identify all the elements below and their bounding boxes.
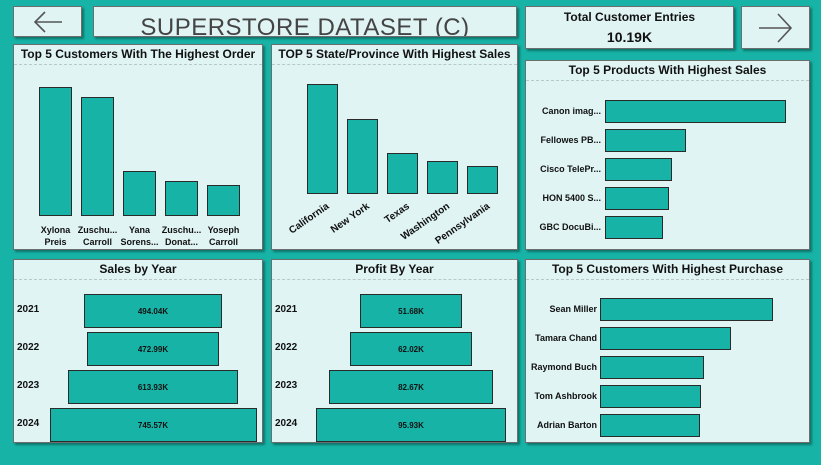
panel-top-states-sales: TOP 5 State/Province With Highest Sales … [271,44,518,250]
chart-title: TOP 5 State/Province With Highest Sales [272,45,517,65]
title-bar: SUPERSTORE DATASET (C) [93,6,517,37]
page-title: SUPERSTORE DATASET (C) [140,13,470,37]
chart-title: Profit By Year [272,260,517,280]
x-tick-label: Zuschu... Donat... [161,225,202,247]
x-tick-label: Yana Sorens... [120,225,159,247]
bar: 95.93K [316,408,506,442]
bar [165,181,198,216]
y-tick-label: 2024 [17,418,40,429]
x-tick-label: Yoseph Carroll [207,225,240,247]
kpi-label: Total Customer Entries [563,10,696,24]
y-tick-label: 2024 [275,418,298,429]
bar [81,97,114,216]
bar [600,356,705,379]
x-tick-label: California [287,200,332,237]
bar [605,216,664,239]
chart-area: 2021 51.68K 2022 62.02K 2023 82.67K 2024 95.93K [272,260,519,444]
chart-area: 2021 494.04K 2022 472.99K 2023 613.93K 2024 745… [14,260,264,444]
bar [387,153,418,194]
bar [347,119,378,194]
bar [39,86,72,216]
bar [605,158,672,181]
bar [605,129,686,152]
y-tick-label: 2022 [17,342,40,353]
bar [307,84,338,194]
bar: 62.02K [349,332,473,366]
bar: 82.67K [329,370,493,404]
y-tick-label: Cisco TelePr... [540,163,601,174]
bar [427,160,458,194]
bar: 745.57K [49,408,257,442]
y-tick-label: Raymond Buch [530,361,597,372]
bar [123,170,156,216]
forward-button[interactable] [741,6,810,49]
arrow-right-icon [758,12,792,43]
x-tick-label: Xylona Preis [40,225,71,247]
y-tick-label: 2022 [275,342,298,353]
bar: 613.93K [67,370,239,404]
kpi-card: Total Customer Entries 10.19K [525,6,734,49]
x-tick-label: Texas [382,200,412,226]
bar [605,187,670,210]
bar: 494.04K [84,294,222,328]
panel-top-customers-order: Top 5 Customers With The Highest Order X… [13,44,263,250]
chart-area: California New York Texas Washington Pennsyl… [272,45,519,251]
chart-title: Top 5 Products With Highest Sales [526,61,809,81]
bar: 51.68K [359,294,463,328]
y-tick-label: Tom Ashbrook [534,390,598,401]
y-tick-label: HON 5400 S... [542,192,601,203]
y-tick-label: 2023 [275,380,298,391]
bar [207,184,240,216]
chart-title: Top 5 Customers With Highest Purchase [526,260,809,280]
bar [600,385,701,408]
y-tick-label: 2021 [17,304,40,315]
y-tick-label: GBC DocuBi... [539,221,601,232]
y-tick-label: Canon imag... [541,105,601,116]
chart-title: Top 5 Customers With The Highest Order [14,45,262,65]
y-tick-label: Fellowes PB... [540,134,601,145]
chart-area: Sean Miller Tamara Chand Raymond Buch Tom A… [526,260,811,444]
panel-sales-by-year: Sales by Year 2021 494.04K 2022 472.99K 2023… [13,259,263,443]
chart-title: Sales by Year [14,260,262,280]
arrow-left-icon [33,10,62,33]
y-tick-label: 2023 [17,380,40,391]
chart-area: Xylona Preis Zuschu... Carroll Yana Sorens...… [14,45,264,251]
y-tick-label: Tamara Chand [535,332,597,343]
bar [605,100,787,123]
y-tick-label: Adrian Barton [536,419,597,430]
x-tick-label: Zuschu... Carroll [77,225,118,247]
panel-profit-by-year: Profit By Year 2021 51.68K 2022 62.02K 2023 8… [271,259,518,443]
chart-area: Canon imag... Fellowes PB... Cisco TelePr.… [526,61,811,251]
back-button[interactable] [13,6,82,37]
bar [600,414,700,437]
y-tick-label: 2021 [275,304,298,315]
y-tick-label: Sean Miller [549,303,597,314]
bar [467,166,498,194]
kpi-value: 10.19K [606,29,653,45]
x-tick-label: New York [328,200,372,236]
bar [600,298,773,321]
bar [600,327,732,350]
bar: 472.99K [87,332,219,366]
panel-top-products-sales: Top 5 Products With Highest Sales Canon … [525,60,810,250]
panel-top-customers-purchase: Top 5 Customers With Highest Purchase Se… [525,259,810,443]
